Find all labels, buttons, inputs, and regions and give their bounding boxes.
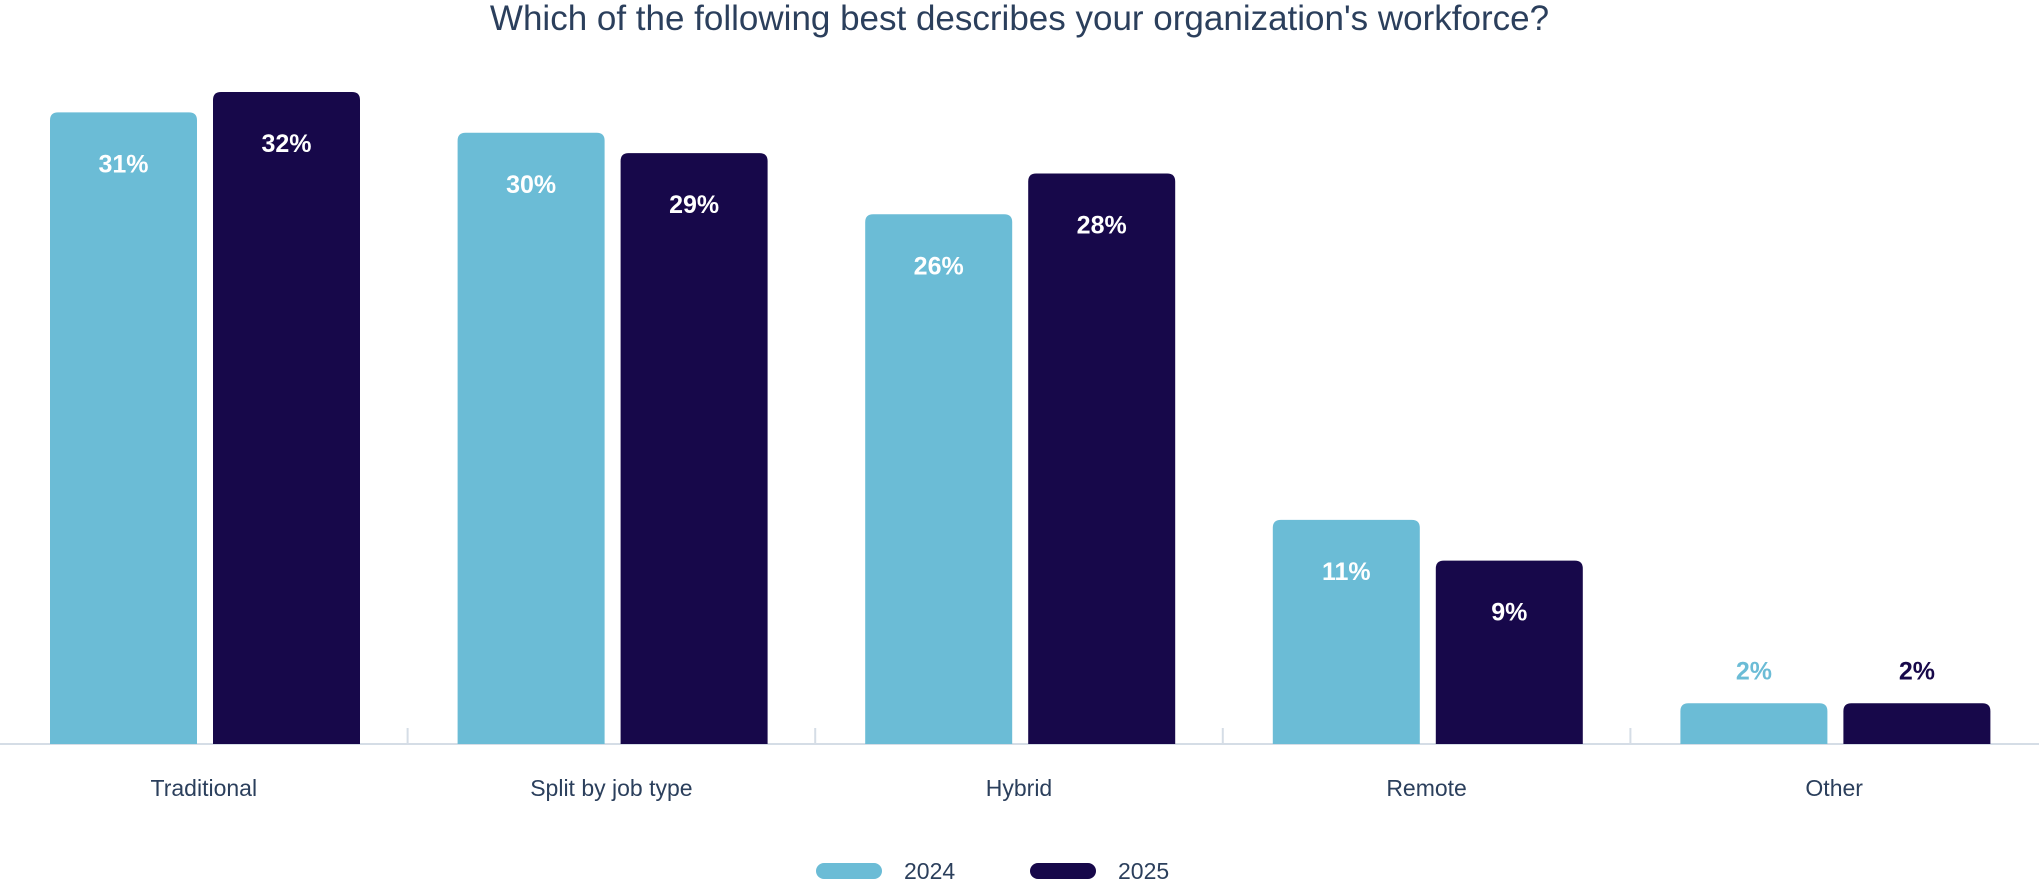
data-label: 26%: [914, 252, 964, 280]
data-label: 29%: [669, 191, 719, 219]
x-tick-label: Traditional: [151, 775, 258, 801]
bar-chart: 31% 32% Traditional 30% 29% Split by job type…: [0, 92, 2039, 801]
bar-2025-split-by-job-type[interactable]: [620, 153, 768, 744]
data-label: 30%: [506, 171, 556, 199]
bar-2024-traditional[interactable]: [50, 112, 197, 744]
data-label: 31%: [98, 150, 148, 178]
legend-swatch-2025: [1030, 863, 1096, 879]
bar-2025-remote[interactable]: [1435, 560, 1583, 744]
legend-label-2025: 2025: [1118, 857, 1170, 884]
x-tick-label: Split by job type: [530, 775, 692, 801]
legend: 2024 2025: [0, 856, 2039, 886]
data-label: 28%: [1077, 212, 1127, 240]
x-tick-label: Remote: [1386, 775, 1467, 801]
data-label: 2%: [1736, 657, 1772, 685]
data-label: 2%: [1899, 657, 1935, 685]
chart-title: Which of the following best describes yo…: [489, 0, 1550, 38]
bar-2025-traditional[interactable]: [213, 92, 360, 744]
data-label: 9%: [1491, 599, 1527, 627]
bar-2024-remote[interactable]: [1272, 519, 1420, 744]
legend-label-2024: 2024: [904, 857, 956, 884]
bar-2024-other[interactable]: [1680, 703, 1828, 744]
legend-item-2024[interactable]: 2024: [816, 856, 955, 886]
legend-item-2025[interactable]: 2025: [1030, 856, 1169, 886]
legend-swatch-2024: [816, 863, 882, 879]
bar-2024-hybrid[interactable]: [865, 214, 1013, 744]
bar-2024-split-by-job-type[interactable]: [457, 132, 605, 744]
x-tick-label: Hybrid: [986, 775, 1052, 801]
data-label: 11%: [1322, 558, 1371, 586]
data-label: 32%: [261, 130, 311, 158]
bar-2025-other[interactable]: [1843, 703, 1991, 744]
x-tick-label: Other: [1805, 775, 1863, 801]
bar-2025-hybrid[interactable]: [1028, 173, 1176, 745]
